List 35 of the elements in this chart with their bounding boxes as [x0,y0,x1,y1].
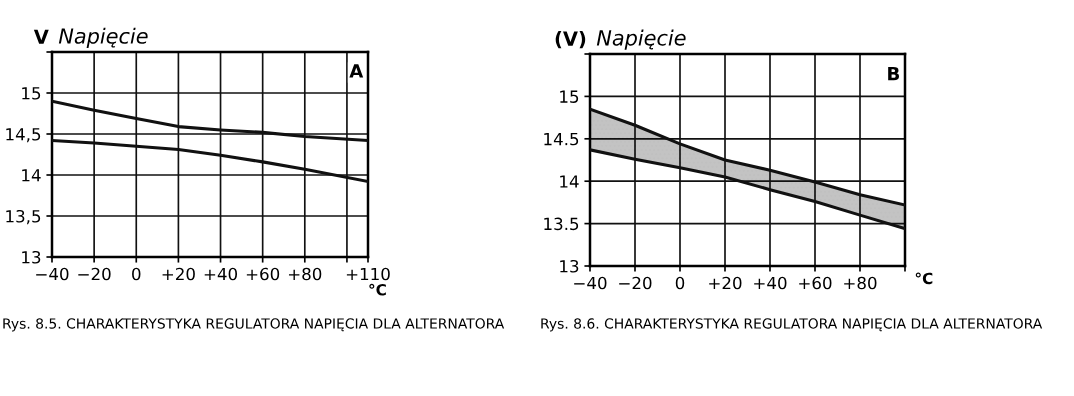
x-tick-label: +110 [346,267,390,281]
chart-title: Napięcie [596,29,686,50]
y-tick-label: 14 [560,175,579,188]
x-tick-label: +40 [204,267,238,281]
y-tick-label: 15 [22,87,41,100]
x-tick-label: +60 [799,276,832,290]
x-axis-title: °C [915,272,933,285]
x-tick-label: 0 [675,276,685,290]
x-tick-label: +80 [844,276,877,290]
annotation: B [888,67,900,81]
y-tick-label: 14.5 [544,132,579,146]
y-tick-label: 14,5 [6,128,41,143]
y-tick-label: 13.5 [544,217,579,231]
x-tick-label: +20 [709,276,742,290]
y-axis-title: V [33,29,49,44]
x-tick-label: +20 [162,267,195,281]
x-tick-label: −20 [619,276,652,290]
y-tick-label: 15 [560,90,579,103]
x-tick-label: −20 [78,267,111,281]
y-tick-label: 14 [22,169,41,182]
text: Rys. 8.5. CHARAKTERYSTYKA REGULATORA NAPIĘCIA DLA ALTERNATORA [3,318,505,332]
x-tick-label: −40 [36,267,69,281]
x-axis-title: °C [369,283,386,296]
y-axis-title: (V) [555,30,586,49]
x-tick-label: +40 [754,276,787,290]
y-tick-label: 13 [560,259,579,273]
y-tick-label: 13,5 [6,209,41,225]
x-tick-label: +80 [288,267,322,281]
x-tick-label: +60 [246,267,280,281]
y-tick-label: 13 [22,250,41,264]
annotation: A [349,64,364,78]
x-tick-label: 0 [132,267,141,281]
text: Rys. 8.6. CHARAKTERYSTYKA REGULATORA NAPIĘCIA DLA ALTERNATORA [541,318,1043,332]
x-tick-label: −40 [574,276,607,290]
chart-title: Napięcie [58,27,148,48]
